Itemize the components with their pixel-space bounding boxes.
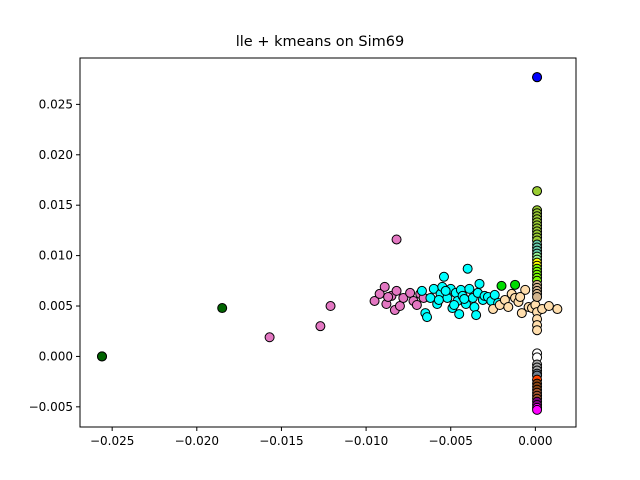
scatter-point [438, 271, 449, 282]
scatter-point [471, 310, 482, 321]
scatter-point [422, 312, 433, 323]
scatter-point [552, 304, 563, 315]
scatter-point [391, 285, 402, 296]
scatter-point [469, 302, 480, 313]
scatter-point [383, 291, 394, 302]
scatter-point [398, 292, 409, 303]
scatter-point [379, 281, 390, 292]
cluster-series [532, 186, 543, 246]
y-tick-label: 0.000 [39, 349, 73, 363]
cluster-series [532, 72, 543, 83]
scatter-point [464, 283, 475, 294]
cluster-series [416, 263, 504, 323]
x-tick-label: −0.015 [259, 434, 303, 448]
y-tick-label: 0.005 [39, 299, 73, 313]
axes-frame [79, 57, 577, 428]
scatter-point [440, 285, 451, 296]
scatter-point [459, 293, 470, 304]
scatter-point [325, 301, 336, 312]
scatter-point [515, 291, 526, 302]
x-tick-label: 0.000 [518, 434, 552, 448]
y-tick-label: 0.025 [39, 97, 73, 111]
x-tick-label: −0.025 [90, 434, 134, 448]
scatter-point [391, 234, 402, 245]
scatter-point [496, 280, 507, 291]
y-tick-label: 0.010 [39, 249, 73, 263]
scatter-point [454, 309, 465, 320]
scatter-point [315, 321, 326, 332]
ticks-layer: −0.025 −0.020 −0.015 −0.010 −0.005 0.000 −0.00… [29, 97, 553, 448]
scatter-point [462, 263, 473, 274]
scatter-point [433, 294, 444, 305]
scatter-point [532, 291, 543, 302]
scatter-point [449, 300, 460, 311]
x-tick-label: −0.010 [344, 434, 388, 448]
scatter-point [97, 351, 108, 362]
scatter-point [474, 278, 485, 289]
points-layer [97, 72, 563, 415]
scatter-point [264, 332, 275, 343]
cluster-series [532, 348, 543, 363]
y-tick-label: 0.020 [39, 148, 73, 162]
cluster-series [532, 402, 543, 415]
scatter-point [532, 404, 543, 415]
cluster-series [264, 234, 429, 343]
scatter-point [532, 186, 543, 197]
scatter-point [510, 279, 521, 290]
cluster-series [488, 284, 563, 336]
scatter-point [411, 300, 422, 311]
chart-title: lle + kmeans on Sim69 [235, 34, 405, 50]
scatter-point [369, 295, 380, 306]
x-tick-label: −0.005 [429, 434, 473, 448]
cluster-series [97, 303, 228, 362]
scatter-point [520, 284, 531, 295]
y-tick-label: 0.015 [39, 198, 73, 212]
cluster-series [496, 279, 521, 291]
scatter-point [532, 325, 543, 336]
scatter-point [516, 308, 527, 319]
scatter-point [503, 302, 514, 313]
scatter-point [416, 285, 427, 296]
x-tick-label: −0.020 [175, 434, 219, 448]
y-tick-label: −0.005 [29, 400, 73, 414]
scatter-point [543, 301, 554, 312]
scatter-point [532, 72, 543, 83]
scatter-point [217, 303, 228, 314]
cluster-series [532, 279, 543, 302]
